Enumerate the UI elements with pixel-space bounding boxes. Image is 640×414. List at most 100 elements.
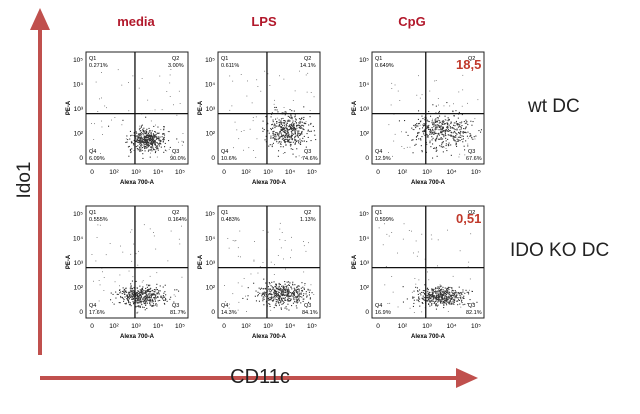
event-dot — [139, 285, 141, 287]
event-dot — [148, 290, 150, 292]
event-dot — [282, 303, 284, 305]
event-dot — [297, 135, 299, 137]
event-dot — [415, 143, 417, 145]
q2-label: Q2 — [304, 210, 311, 216]
event-dot — [432, 292, 434, 294]
event-dot — [139, 291, 141, 293]
event-dot — [142, 128, 144, 130]
event-dot — [155, 134, 157, 136]
event-dot — [443, 291, 445, 293]
event-dot — [443, 146, 445, 148]
event-dot — [433, 147, 435, 149]
event-dot — [416, 255, 418, 257]
event-dot — [270, 135, 272, 137]
event-dot — [425, 151, 427, 153]
event-dot — [431, 289, 433, 291]
event-dot — [270, 297, 272, 299]
event-dot — [284, 290, 286, 292]
event-dot — [273, 135, 275, 137]
event-dot — [436, 137, 438, 139]
event-dot — [128, 293, 130, 295]
event-dot — [438, 296, 440, 298]
event-dot — [449, 300, 451, 302]
event-dot — [130, 152, 132, 154]
event-dot — [278, 133, 280, 135]
event-dot — [293, 294, 295, 296]
event-dot — [123, 290, 125, 292]
event-dot — [156, 132, 158, 134]
event-dot — [442, 134, 444, 136]
event-dot — [148, 127, 150, 129]
event-dot — [278, 136, 280, 138]
event-dot — [141, 297, 143, 299]
event-dot — [290, 137, 292, 139]
event-dot — [389, 302, 391, 304]
event-dot — [294, 115, 296, 117]
event-dot — [281, 298, 283, 300]
event-dot — [153, 125, 155, 127]
event-dot — [466, 135, 468, 137]
event-dot — [442, 126, 444, 128]
event-dot — [141, 132, 143, 134]
event-dot — [452, 132, 454, 134]
event-dot — [133, 291, 135, 293]
event-dot — [280, 136, 282, 138]
event-dot — [154, 294, 156, 296]
x-axis-title: Alexa 700-A — [252, 334, 287, 340]
event-dot — [145, 116, 147, 118]
event-dot — [276, 141, 278, 143]
event-dot — [153, 149, 155, 151]
event-dot — [435, 120, 437, 122]
event-dot — [285, 125, 287, 127]
event-dot — [285, 144, 287, 146]
event-dot — [424, 119, 426, 121]
event-dot — [454, 290, 456, 292]
event-dot — [165, 298, 167, 300]
event-dot — [469, 299, 471, 301]
event-dot — [418, 110, 420, 112]
event-dot — [291, 127, 293, 129]
event-dot — [430, 299, 432, 301]
event-dot — [461, 294, 463, 296]
event-dot — [288, 126, 290, 128]
event-dot — [293, 287, 295, 289]
event-dot — [305, 121, 307, 123]
event-dot — [103, 290, 105, 291]
event-dot — [452, 301, 454, 303]
event-dot — [419, 128, 421, 130]
event-dot — [143, 290, 145, 292]
event-dot — [288, 129, 290, 131]
event-dot — [455, 144, 457, 146]
event-dot — [144, 146, 146, 148]
event-dot — [267, 286, 269, 288]
event-dot — [447, 145, 449, 147]
event-dot — [415, 136, 417, 138]
event-dot — [276, 295, 278, 297]
event-dot — [284, 111, 286, 113]
event-dot — [462, 74, 464, 76]
event-dot — [254, 295, 256, 297]
event-dot — [295, 305, 297, 307]
event-dot — [157, 126, 159, 128]
event-dot — [291, 135, 293, 137]
event-dot — [145, 138, 147, 140]
event-dot — [439, 295, 441, 297]
event-dot — [141, 290, 143, 292]
event-dot — [136, 287, 138, 289]
event-dot — [97, 111, 99, 112]
event-dot — [279, 302, 281, 304]
event-dot — [415, 283, 417, 285]
event-dot — [434, 124, 436, 126]
event-dot — [459, 126, 461, 128]
event-dot — [287, 289, 289, 291]
event-dot — [295, 119, 297, 121]
event-dot — [278, 141, 280, 143]
event-dot — [453, 293, 455, 295]
event-dot — [274, 264, 275, 266]
event-dot — [300, 293, 302, 295]
event-dot — [310, 130, 312, 132]
event-dot — [314, 134, 316, 136]
event-dot — [153, 291, 155, 293]
event-dot — [429, 291, 431, 293]
event-dot — [310, 140, 312, 142]
